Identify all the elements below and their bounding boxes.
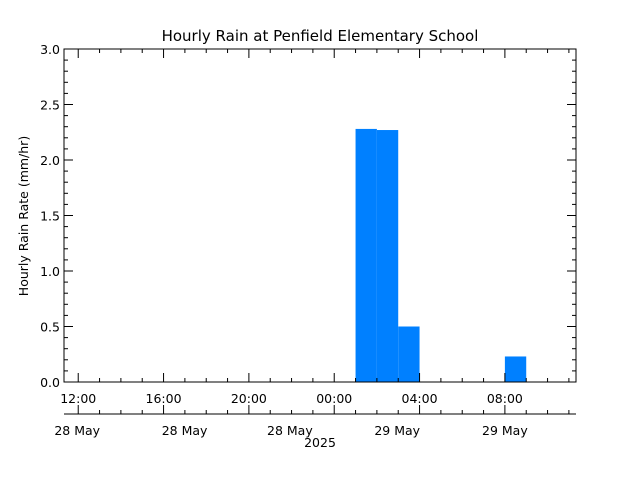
date-tick-label: 29 May <box>374 423 420 438</box>
rain-bar <box>376 130 399 382</box>
chart-title: Hourly Rain at Penfield Elementary Schoo… <box>162 27 479 45</box>
y-axis-label: Hourly Rain Rate (mm/hr) <box>16 136 31 296</box>
axes-layer: 0.0 0.5 1.0 1.5 2.0 2.5 3.0 12:00 16:00 20:00 00:0… <box>40 42 577 438</box>
x-tick-label: 12:00 <box>60 391 96 406</box>
y-tick-label: 0.5 <box>40 320 60 335</box>
date-tick-label: 29 May <box>482 423 528 438</box>
x-tick-label: 00:00 <box>316 391 352 406</box>
bars-layer <box>355 128 527 382</box>
x-tick-label: 04:00 <box>402 391 438 406</box>
x-tick-label: 16:00 <box>146 391 182 406</box>
y-tick-label: 0.0 <box>40 375 60 390</box>
y-tick-label: 1.0 <box>40 264 60 279</box>
y-tick-label: 3.0 <box>40 42 60 57</box>
year-label: 2025 <box>304 435 336 450</box>
plot-frame <box>63 48 577 383</box>
y-tick-label: 1.5 <box>40 209 60 224</box>
y-tick-label: 2.0 <box>40 153 60 168</box>
y-tick-label: 2.5 <box>40 98 60 113</box>
date-tick-label: 28 May <box>267 423 313 438</box>
x-tick-label: 20:00 <box>231 391 267 406</box>
rain-bar <box>355 128 377 382</box>
date-tick-label: 28 May <box>162 423 208 438</box>
x-tick-label: 08:00 <box>487 391 523 406</box>
rain-bar <box>398 326 420 382</box>
rain-bar <box>504 356 527 382</box>
date-tick-label: 28 May <box>54 423 100 438</box>
